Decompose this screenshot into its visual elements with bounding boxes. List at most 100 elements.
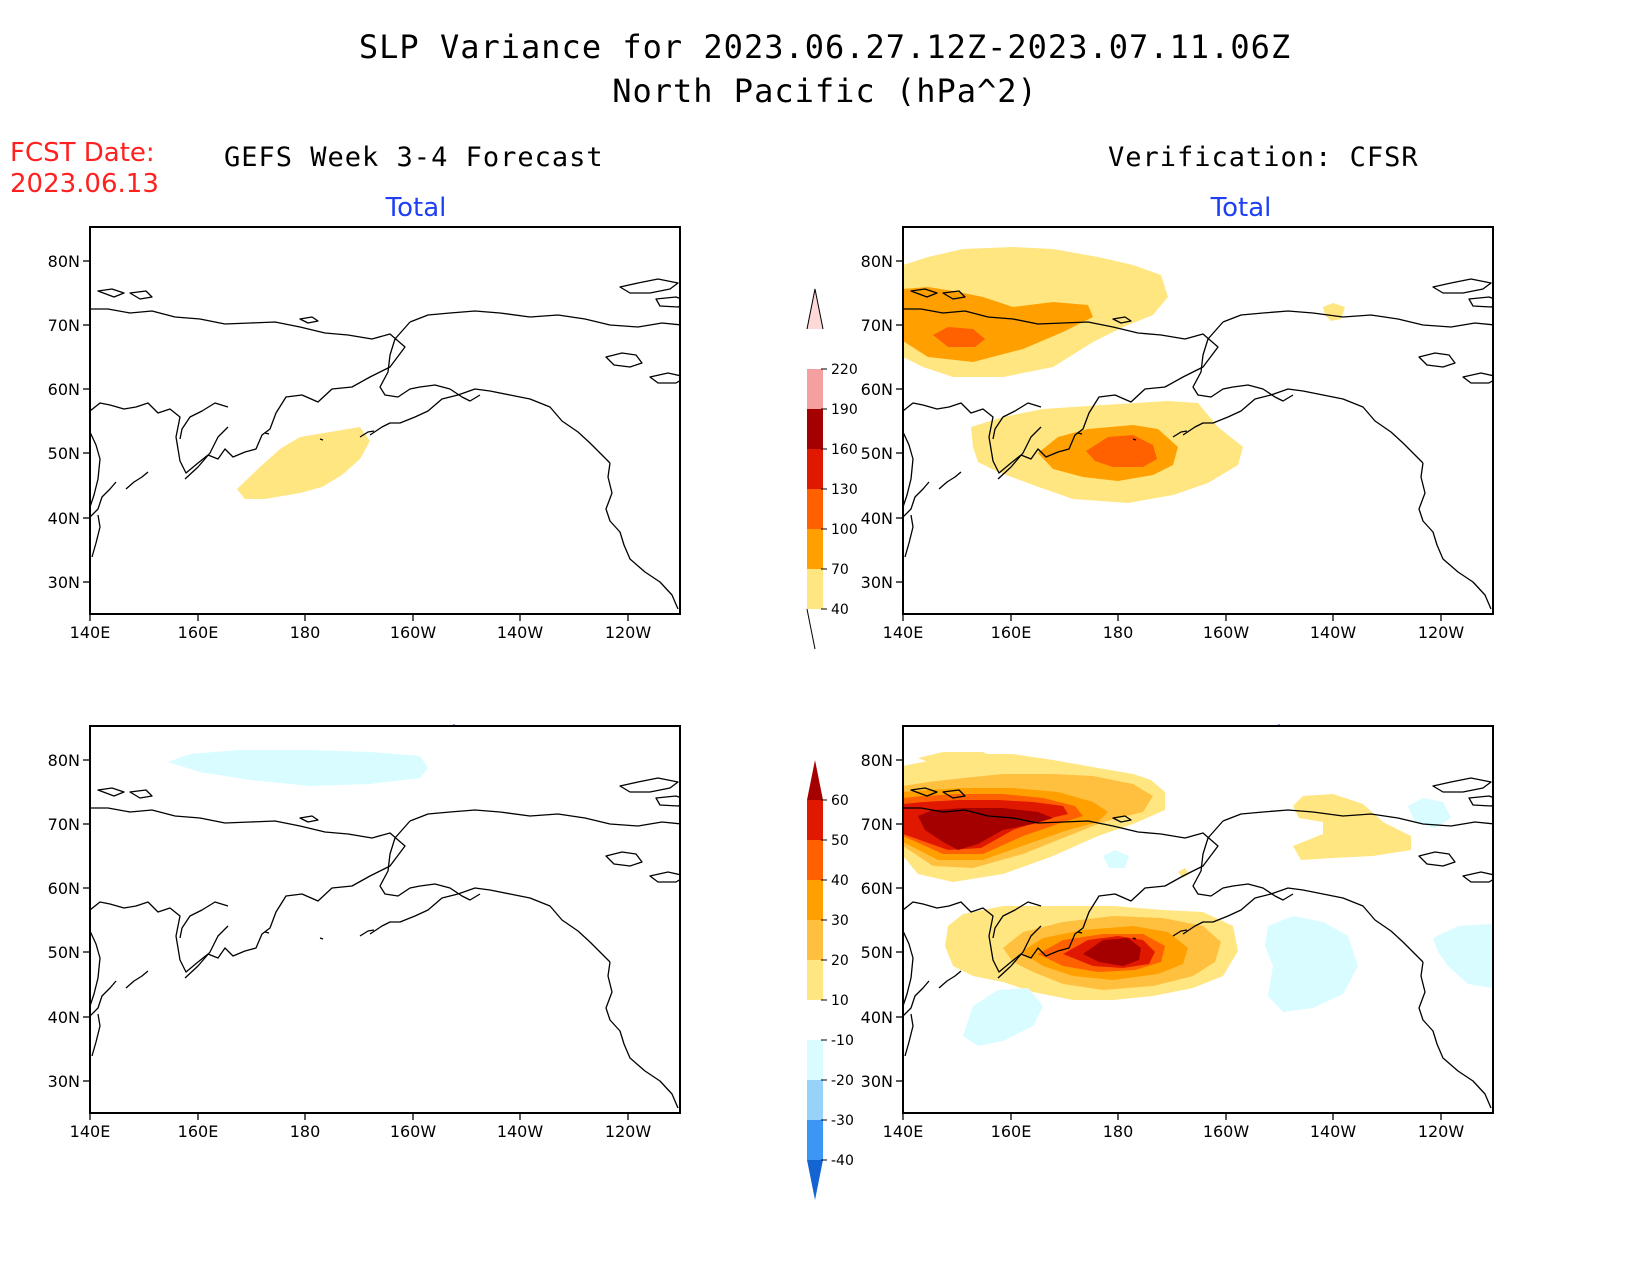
lat-tick-label: 50N bbox=[861, 444, 893, 463]
colorbar-label: 10 bbox=[831, 993, 849, 1009]
panel-title-verification-total: Total bbox=[1210, 193, 1272, 223]
lat-tick-label: 80N bbox=[48, 252, 80, 271]
colorbar-bottom-triangle bbox=[807, 1160, 823, 1200]
lat-tick-label: 30N bbox=[48, 573, 80, 592]
lat-tick-label: 50N bbox=[861, 943, 893, 962]
lon-tick-label: 160W bbox=[390, 1122, 437, 1141]
colorbar-label: 40 bbox=[831, 602, 849, 618]
lon-tick-label: 120W bbox=[1418, 1122, 1465, 1141]
colorbar-label: 160 bbox=[831, 442, 858, 458]
map-verification-total bbox=[902, 226, 1494, 615]
colorbar-top-triangle bbox=[807, 289, 823, 329]
colorbar-box bbox=[807, 1000, 823, 1040]
lon-tick-label: 180 bbox=[1103, 623, 1134, 642]
colorbar-label: -40 bbox=[831, 1153, 854, 1169]
axes-layer: 80N 70N 60N 50N 40N 30N 140E 160E 180 160W 140W 120… bbox=[48, 252, 1465, 1141]
contour-fill bbox=[1408, 798, 1451, 828]
contour-fill bbox=[918, 752, 998, 768]
lon-tick-label: 160W bbox=[1203, 1122, 1250, 1141]
lat-tick-label: 30N bbox=[861, 573, 893, 592]
contour-fill bbox=[918, 808, 1053, 850]
contour-fill bbox=[963, 988, 1043, 1046]
contour-fill bbox=[1293, 794, 1411, 860]
contour-fill bbox=[168, 750, 428, 786]
column-title-verification: Verification: CFSR bbox=[1108, 142, 1419, 173]
main-title: SLP Variance for 2023.06.27.12Z-2023.07.… bbox=[358, 28, 1292, 66]
colorbar-box bbox=[807, 489, 823, 529]
lat-tick-label: 70N bbox=[861, 316, 893, 335]
lon-tick-label: 160E bbox=[991, 1122, 1032, 1141]
main-subtitle: North Pacific (hPa^2) bbox=[612, 72, 1038, 110]
colorbar-anomaly: 60 50 40 30 20 10 -10 -20 -30 -40 bbox=[807, 760, 854, 1200]
lon-tick-label: 140E bbox=[70, 1122, 111, 1141]
contour-fill bbox=[933, 327, 985, 347]
map-forecast-anomaly bbox=[89, 725, 681, 1114]
colorbar-total: 40 70 100 130 160 190 220 bbox=[806, 288, 858, 650]
contour-fill bbox=[1103, 850, 1129, 868]
colorbar-label: 20 bbox=[831, 953, 849, 969]
colorbar-label: 30 bbox=[831, 913, 849, 929]
colorbar-box bbox=[807, 369, 823, 409]
lon-tick-label: 140W bbox=[497, 1122, 544, 1141]
lon-tick-label: 180 bbox=[290, 623, 321, 642]
lon-tick-label: 140E bbox=[883, 623, 924, 642]
lat-tick-label: 60N bbox=[861, 380, 893, 399]
colorbar-label: 70 bbox=[831, 562, 849, 578]
colorbar-label: 100 bbox=[831, 522, 858, 538]
contour-fill bbox=[1086, 435, 1157, 467]
colorbar-label: 220 bbox=[831, 362, 858, 378]
colorbar-label: 40 bbox=[831, 873, 849, 889]
lat-tick-label: 80N bbox=[48, 751, 80, 770]
map-verification-anomaly bbox=[902, 725, 1494, 1114]
lon-tick-label: 140W bbox=[497, 623, 544, 642]
fcst-date-value: 2023.06.13 bbox=[10, 169, 159, 199]
colorbar-box bbox=[807, 840, 823, 880]
colorbar-top-triangle bbox=[807, 760, 823, 800]
colorbar-label: -20 bbox=[831, 1073, 854, 1089]
contour-fill bbox=[237, 427, 370, 499]
contour-fill bbox=[1178, 868, 1189, 878]
lat-tick-label: 70N bbox=[861, 815, 893, 834]
lat-tick-label: 60N bbox=[48, 879, 80, 898]
lon-tick-label: 160E bbox=[991, 623, 1032, 642]
lon-tick-label: 140W bbox=[1310, 1122, 1357, 1141]
colorbar-label: -10 bbox=[831, 1033, 854, 1049]
colorbar-box bbox=[807, 960, 823, 1000]
lon-tick-label: 160W bbox=[390, 623, 437, 642]
lat-tick-label: 60N bbox=[48, 380, 80, 399]
lat-tick-label: 80N bbox=[861, 252, 893, 271]
contour-fill bbox=[1265, 916, 1358, 1012]
colorbar-box bbox=[807, 880, 823, 920]
lon-tick-label: 120W bbox=[605, 1122, 652, 1141]
colorbar-box bbox=[807, 920, 823, 960]
fcst-date-label: FCST Date: bbox=[10, 138, 155, 168]
lon-tick-label: 140E bbox=[883, 1122, 924, 1141]
lat-tick-label: 40N bbox=[861, 509, 893, 528]
lon-tick-label: 120W bbox=[1418, 623, 1465, 642]
lat-tick-label: 80N bbox=[861, 751, 893, 770]
lon-tick-label: 140W bbox=[1310, 623, 1357, 642]
contour-fill bbox=[1083, 938, 1141, 966]
contour-fill bbox=[1433, 924, 1493, 988]
colorbar-label: 190 bbox=[831, 402, 858, 418]
lon-tick-label: 160E bbox=[178, 623, 219, 642]
lon-tick-label: 160E bbox=[178, 1122, 219, 1141]
lat-tick-label: 30N bbox=[861, 1072, 893, 1091]
lon-tick-label: 180 bbox=[290, 1122, 321, 1141]
colorbar-label: 50 bbox=[831, 833, 849, 849]
colorbar-box bbox=[807, 569, 823, 609]
lat-tick-label: 40N bbox=[48, 1008, 80, 1027]
colorbar-label: 60 bbox=[831, 793, 849, 809]
colorbar-box bbox=[807, 800, 823, 840]
lon-tick-label: 160W bbox=[1203, 623, 1250, 642]
lat-tick-label: 70N bbox=[48, 316, 80, 335]
lat-tick-label: 50N bbox=[48, 943, 80, 962]
lon-tick-label: 180 bbox=[1103, 1122, 1134, 1141]
lat-tick-label: 70N bbox=[48, 815, 80, 834]
panel-title-forecast-total: Total bbox=[385, 193, 447, 223]
colorbar-box bbox=[807, 1080, 823, 1120]
colorbar-box bbox=[807, 449, 823, 489]
colorbar-label: -30 bbox=[831, 1113, 854, 1129]
lat-tick-label: 40N bbox=[861, 1008, 893, 1027]
lat-tick-label: 30N bbox=[48, 1072, 80, 1091]
